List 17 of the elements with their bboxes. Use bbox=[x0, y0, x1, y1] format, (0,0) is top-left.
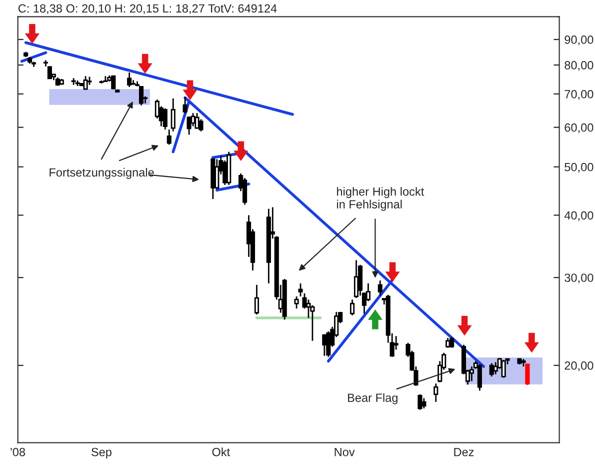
y-tick-label: 60,00 bbox=[564, 123, 594, 134]
y-tick-label: 80,00 bbox=[564, 61, 594, 71]
y-tick-label: 30,00 bbox=[564, 274, 594, 284]
x-tick-label: Nov bbox=[334, 448, 355, 456]
x-tick-label: '08 bbox=[10, 448, 26, 456]
y-tick-label: 90,00 bbox=[564, 36, 594, 46]
y-tick-label: 70,00 bbox=[564, 90, 594, 100]
x-tick-label: Dez bbox=[454, 448, 474, 456]
y-tick-label: 20,00 bbox=[564, 361, 594, 372]
x-tick-label: Okt bbox=[212, 448, 230, 456]
chart-title: C: 18,38 O: 20,10 H: 20,15 L: 18,27 TotV: 649124 bbox=[18, 4, 277, 14]
y-tick-label: 40,00 bbox=[564, 211, 594, 221]
annotation: Bear Flag bbox=[348, 393, 398, 404]
x-tick-label: Sep bbox=[91, 448, 112, 459]
annotation: Fortsetzungssignale bbox=[50, 168, 154, 179]
annotation: higher High lockt in Fehlsignal bbox=[337, 187, 424, 211]
y-tick-label: 50,00 bbox=[564, 162, 594, 173]
